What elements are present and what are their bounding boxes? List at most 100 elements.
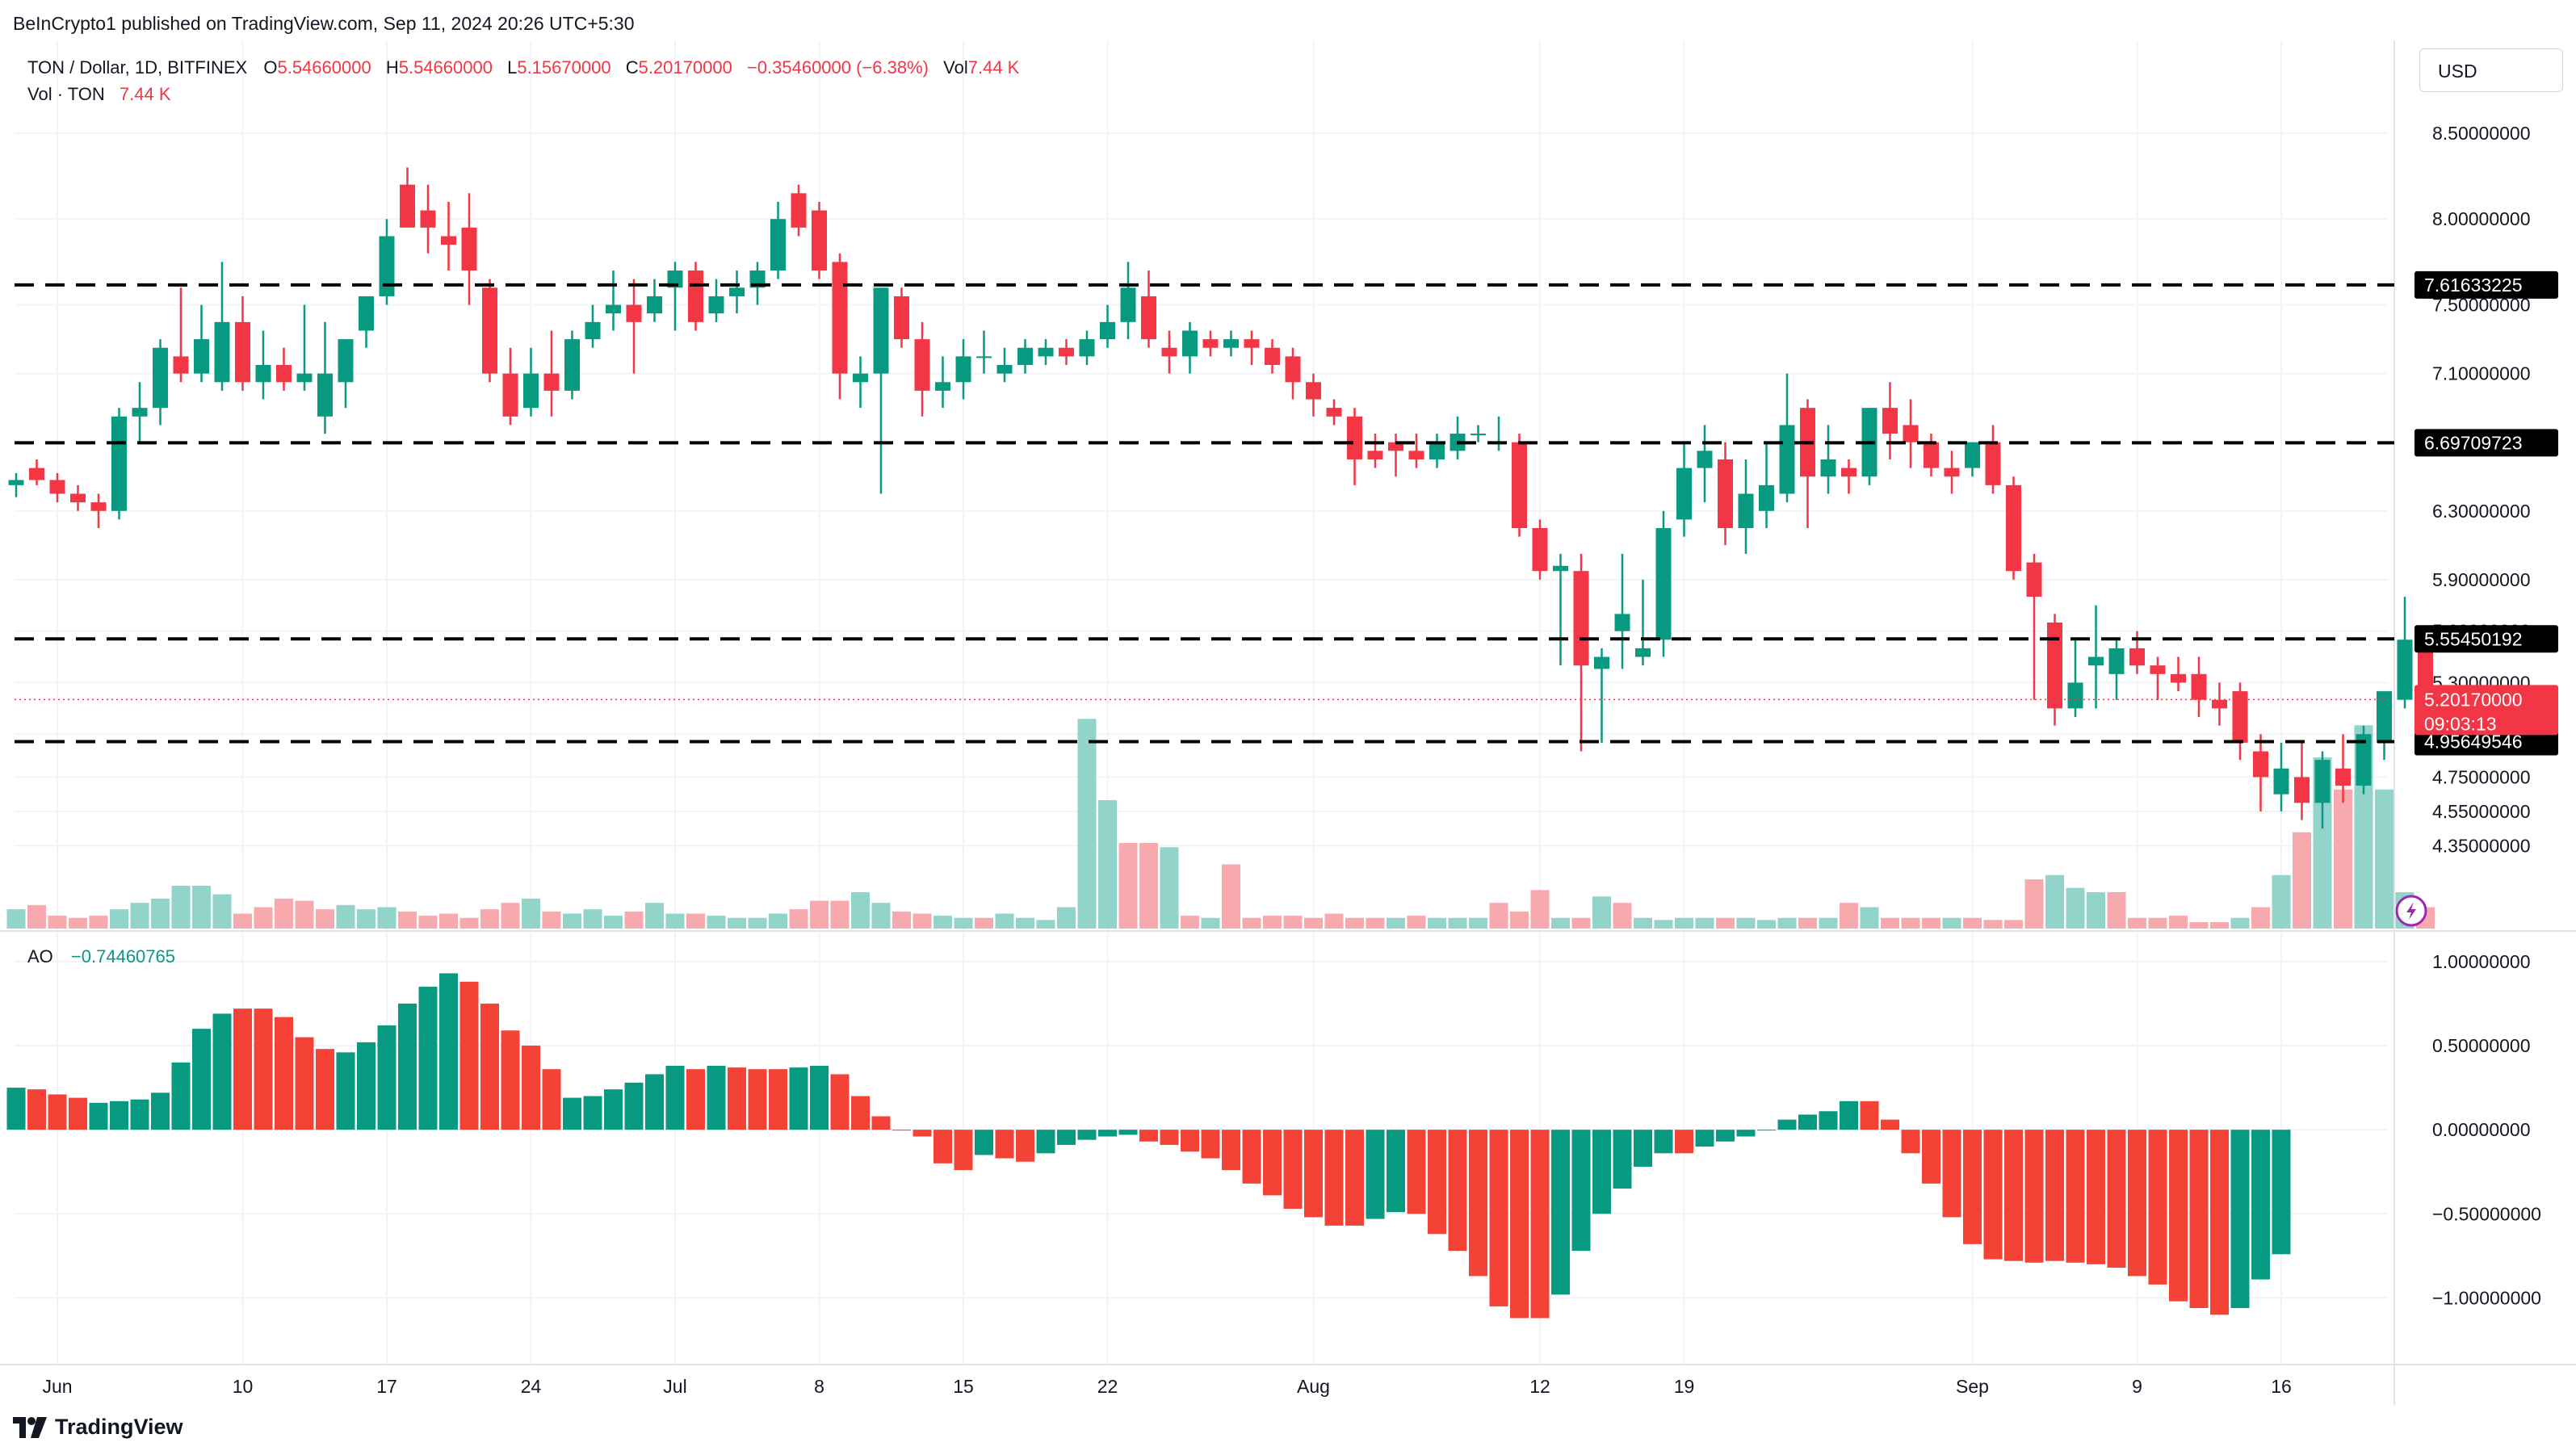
candle-body[interactable] [132, 408, 148, 417]
candle-body[interactable] [2108, 648, 2125, 674]
candle-body[interactable] [317, 373, 333, 417]
candle-body[interactable] [1388, 442, 1403, 451]
candle-body[interactable] [29, 468, 44, 480]
candle-body[interactable] [379, 236, 395, 296]
candle-body[interactable] [543, 373, 560, 391]
candle-body[interactable] [2377, 691, 2392, 743]
candle-body[interactable] [1635, 648, 1651, 657]
candle-body[interactable] [420, 210, 436, 228]
candle-body[interactable] [1738, 493, 1754, 529]
candle-body[interactable] [606, 304, 621, 314]
candle-body[interactable] [1924, 442, 1939, 468]
candle-body[interactable] [2418, 639, 2433, 700]
candle-body[interactable] [461, 227, 477, 271]
candle-body[interactable] [1120, 287, 1136, 322]
candle-body[interactable] [2273, 768, 2289, 795]
candle-body[interactable] [441, 236, 456, 245]
candle-body[interactable] [70, 493, 86, 503]
candle-body[interactable] [2026, 562, 2042, 598]
candle-body[interactable] [1553, 565, 1568, 572]
candle-body[interactable] [647, 296, 662, 314]
candle-body[interactable] [791, 193, 807, 228]
tradingview-logo[interactable]: TradingView [13, 1415, 183, 1440]
candle-body[interactable] [482, 287, 497, 374]
candle-body[interactable] [1697, 451, 1713, 468]
candle-body[interactable] [729, 287, 745, 296]
candle-body[interactable] [1944, 468, 1960, 477]
candle-body[interactable] [523, 373, 539, 409]
candle-body[interactable] [2356, 734, 2372, 786]
candle-body[interactable] [2335, 768, 2351, 786]
candle-body[interactable] [1265, 347, 1280, 365]
candle-body[interactable] [1882, 408, 1898, 434]
candle-body[interactable] [1594, 656, 1609, 669]
candle-body[interactable] [1347, 416, 1362, 459]
candle-body[interactable] [873, 287, 889, 374]
candle-body[interactable] [2150, 665, 2166, 674]
candle-body[interactable] [770, 219, 786, 271]
candle-body[interactable] [1718, 459, 1733, 529]
candle-body[interactable] [1655, 528, 1672, 640]
candle-body[interactable] [1573, 571, 1589, 666]
candle-body[interactable] [1512, 442, 1527, 529]
candle-body[interactable] [2232, 691, 2248, 743]
candle-body[interactable] [1059, 347, 1074, 357]
candle-body[interactable] [1614, 614, 1630, 631]
candle-body[interactable] [338, 339, 354, 383]
candle-body[interactable] [1161, 347, 1177, 357]
currency-button[interactable]: USD [2419, 48, 2563, 92]
candle-body[interactable] [1079, 339, 1095, 357]
candle-body[interactable] [585, 321, 601, 340]
candle-body[interactable] [2191, 673, 2207, 700]
candle-body[interactable] [1244, 339, 1260, 348]
candle-body[interactable] [2171, 673, 2186, 683]
candle-body[interactable] [1965, 442, 1980, 468]
candle-body[interactable] [955, 356, 971, 383]
candle-body[interactable] [296, 373, 313, 383]
candle-body[interactable] [2253, 751, 2268, 778]
candle-body[interactable] [1841, 468, 1856, 477]
candle-body[interactable] [1017, 347, 1033, 365]
candle-body[interactable] [2006, 484, 2021, 572]
candle-body[interactable] [708, 296, 724, 314]
candle-body[interactable] [1985, 442, 2001, 485]
candle-body[interactable] [1306, 382, 1321, 400]
candle-body[interactable] [1779, 425, 1795, 494]
candle-body[interactable] [2397, 639, 2413, 700]
candle-body[interactable] [255, 365, 271, 383]
candle-body[interactable] [626, 304, 642, 322]
candle-body[interactable] [1367, 451, 1383, 459]
candle-body[interactable] [1471, 434, 1486, 436]
candle-body[interactable] [1408, 451, 1424, 459]
candle-body[interactable] [976, 356, 992, 359]
candle-body[interactable] [235, 321, 250, 383]
candle-body[interactable] [2067, 682, 2083, 709]
candle-body[interactable] [935, 382, 950, 391]
candle-body[interactable] [894, 296, 909, 340]
candle-body[interactable] [1182, 330, 1198, 357]
candle-body[interactable] [1100, 321, 1115, 340]
candle-body[interactable] [564, 339, 580, 391]
candle-body[interactable] [2088, 656, 2104, 666]
candle-body[interactable] [812, 210, 827, 271]
candle-body[interactable] [111, 416, 127, 511]
candle-body[interactable] [90, 502, 107, 511]
candle-body[interactable] [1903, 425, 1919, 442]
candle-body[interactable] [1285, 356, 1301, 383]
candle-body[interactable] [173, 356, 189, 374]
candle-body[interactable] [2129, 648, 2145, 666]
candle-body[interactable] [832, 262, 848, 374]
candle-body[interactable] [1141, 296, 1156, 340]
candle-body[interactable] [1820, 459, 1836, 477]
candle-body[interactable] [1759, 484, 1774, 511]
candle-body[interactable] [1326, 408, 1342, 417]
candle-body[interactable] [2314, 760, 2331, 803]
candle-body[interactable] [2294, 777, 2310, 803]
candle-body[interactable] [996, 365, 1013, 374]
candle-body[interactable] [1038, 347, 1054, 357]
candle-body[interactable] [400, 184, 415, 228]
candle-body[interactable] [49, 480, 65, 494]
candle-body[interactable] [276, 365, 292, 383]
candle-body[interactable] [688, 270, 703, 322]
